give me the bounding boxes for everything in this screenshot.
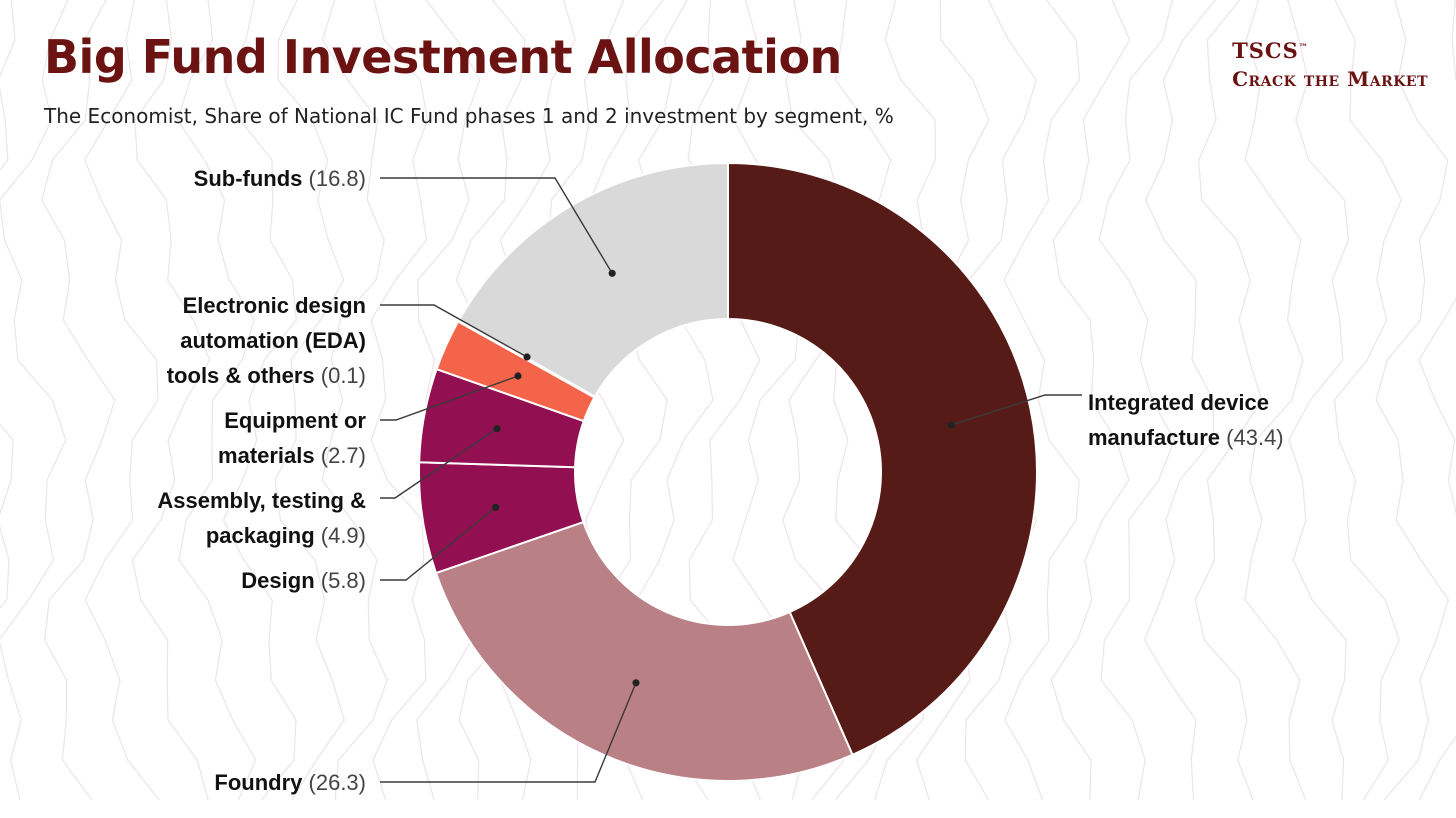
leader-dot-equipment-or-materials [514, 372, 522, 380]
page-subtitle: The Economist, Share of National IC Fund… [44, 104, 894, 128]
leader-line-foundry [380, 682, 637, 783]
leader-line-integrated-device-manufacture [950, 394, 1082, 426]
slice-integrated-device-manufacture [727, 161, 1038, 757]
brand-tagline: Crack the Market [1232, 67, 1428, 91]
label-integrated-device-manufacture: Integrated device manufacture (43.4) [1088, 390, 1284, 450]
leader-dot-design [492, 503, 500, 511]
label-electronic-design-automation-eda-tools-others: Electronic design automation (EDA) tools &… [167, 293, 366, 388]
leader-line-sub-funds [380, 177, 613, 274]
label-design: Design (5.8) [241, 568, 366, 593]
brand-logo: TSCS™ Crack the Market [1232, 38, 1428, 91]
leader-line-assembly-testing-packaging [380, 428, 498, 499]
label-equipment-or-materials: Equipment or materials (2.7) [218, 408, 366, 468]
label-foundry: Foundry (26.3) [214, 770, 366, 795]
brand-name: TSCS™ [1232, 38, 1309, 63]
leader-dot-foundry [632, 679, 640, 687]
leader-line-electronic-design-automation-eda-tools-others [380, 304, 528, 358]
leader-line-equipment-or-materials [380, 375, 519, 421]
leader-line-design [380, 506, 497, 581]
label-sub-funds: Sub-funds (16.8) [194, 166, 366, 191]
slice-foundry [434, 520, 854, 782]
leader-dot-assembly-testing-packaging [493, 425, 501, 433]
leader-dot-integrated-device-manufacture [947, 421, 955, 429]
label-assembly-testing-packaging: Assembly, testing & packaging (4.9) [157, 488, 366, 548]
leader-dot-electronic-design-automation-eda-tools-others [523, 353, 531, 361]
slice-sub-funds [457, 161, 729, 398]
page-title: Big Fund Investment Allocation [44, 30, 842, 84]
leader-dot-sub-funds [608, 269, 616, 277]
